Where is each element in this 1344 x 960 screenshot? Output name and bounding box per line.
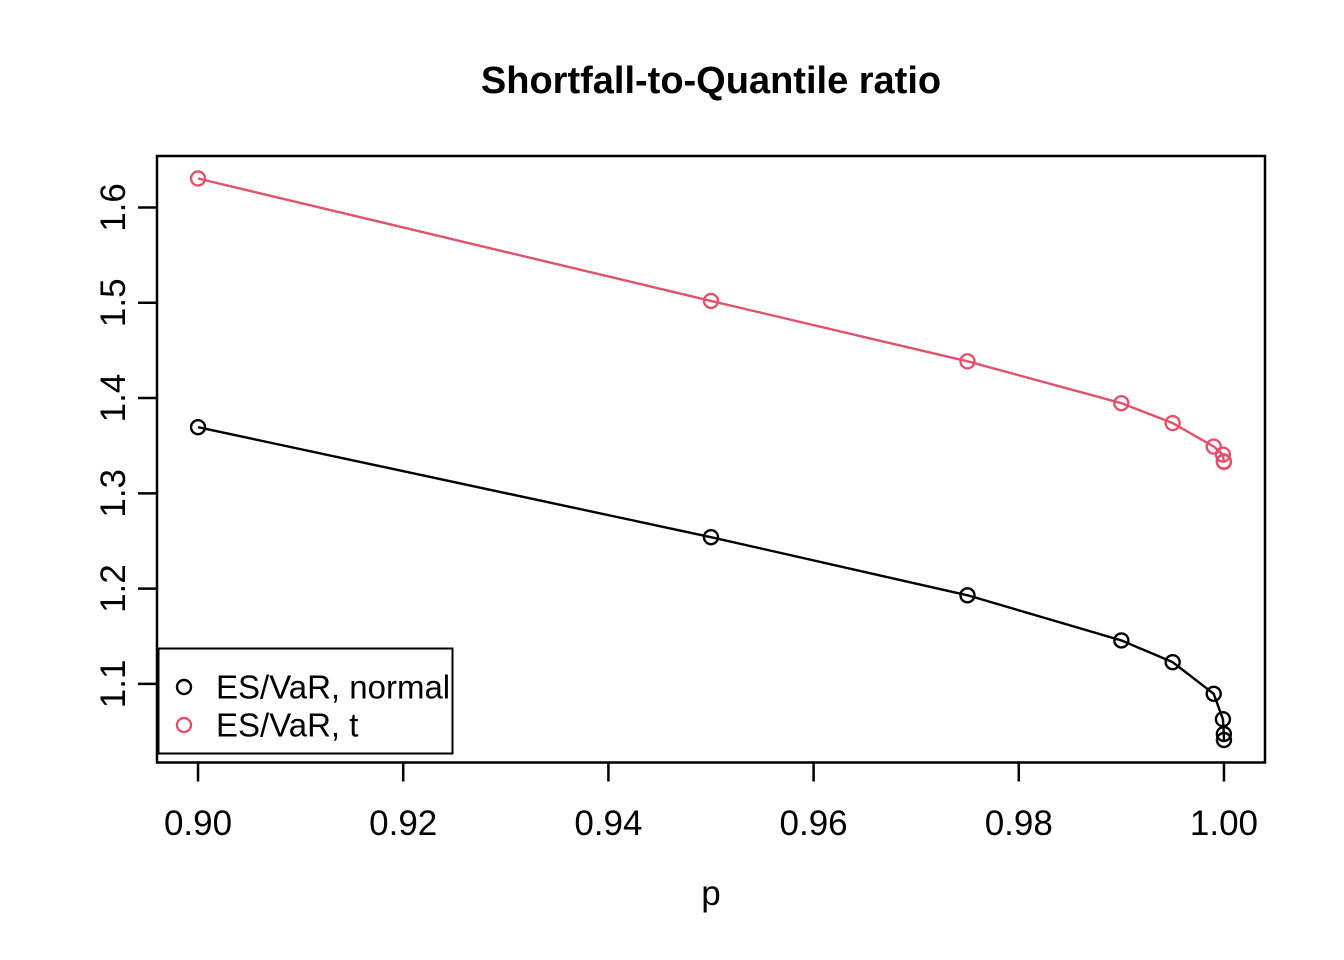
legend-marker-normal-icon: [175, 678, 193, 696]
legend-box: [157, 647, 454, 755]
x-tick-label: 0.92: [369, 804, 437, 843]
data-point-es-var-normal: [702, 528, 720, 546]
y-tick-label: 1.1: [94, 660, 133, 709]
data-point-es-var-t: [1215, 453, 1233, 471]
data-point-es-var-t: [1205, 438, 1222, 455]
x-tick-label: 0.98: [985, 804, 1053, 843]
x-tick-label: 0.96: [780, 804, 848, 843]
series-line-es-var-t: [197, 177, 1226, 463]
legend-label-t: ES/VaR, t: [216, 707, 358, 744]
x-tick-label: 1.00: [1190, 804, 1258, 843]
data-point-es-var-normal: [1215, 731, 1233, 749]
data-point-es-var-t: [1164, 414, 1181, 432]
plot-area: 0.90 0.92 0.94 0.96 0.98 1.00 1.1 1.2 1.3 1.4 1.5 1…: [94, 154, 1267, 843]
data-point-es-var-normal: [1215, 725, 1233, 743]
y-tick-label: 1.4: [94, 374, 133, 423]
legend: ES/VaR, normal ES/VaR, t: [157, 647, 454, 755]
data-point-es-var-t: [189, 170, 207, 187]
plot-box: [155, 154, 1267, 764]
y-tick-label: 1.5: [94, 278, 133, 327]
data-point-es-var-t: [1113, 394, 1130, 412]
data-point-es-var-normal: [1164, 653, 1181, 671]
data-point-es-var-normal: [189, 418, 207, 436]
data-point-es-var-normal: [1113, 632, 1130, 649]
legend-marker-t-icon: [175, 716, 193, 734]
y-tick-label: 1.6: [94, 183, 133, 232]
x-axis-label: p: [701, 874, 720, 913]
data-point-es-var-normal: [1205, 685, 1222, 702]
data-point-es-var-normal: [959, 587, 976, 604]
legend-label-normal: ES/VaR, normal: [216, 669, 450, 706]
y-tick-label: 1.2: [94, 564, 133, 613]
data-point-es-var-t: [702, 292, 720, 310]
y-tick-label: 1.3: [94, 469, 133, 518]
series-line-es-var-normal: [197, 426, 1226, 741]
data-point-es-var-t: [959, 353, 976, 370]
chart-title: Shortfall-to-Quantile ratio: [481, 60, 941, 102]
x-tick-label: 0.94: [574, 804, 642, 843]
data-point-es-var-t: [1214, 446, 1232, 463]
x-tick-label: 0.90: [164, 804, 232, 843]
